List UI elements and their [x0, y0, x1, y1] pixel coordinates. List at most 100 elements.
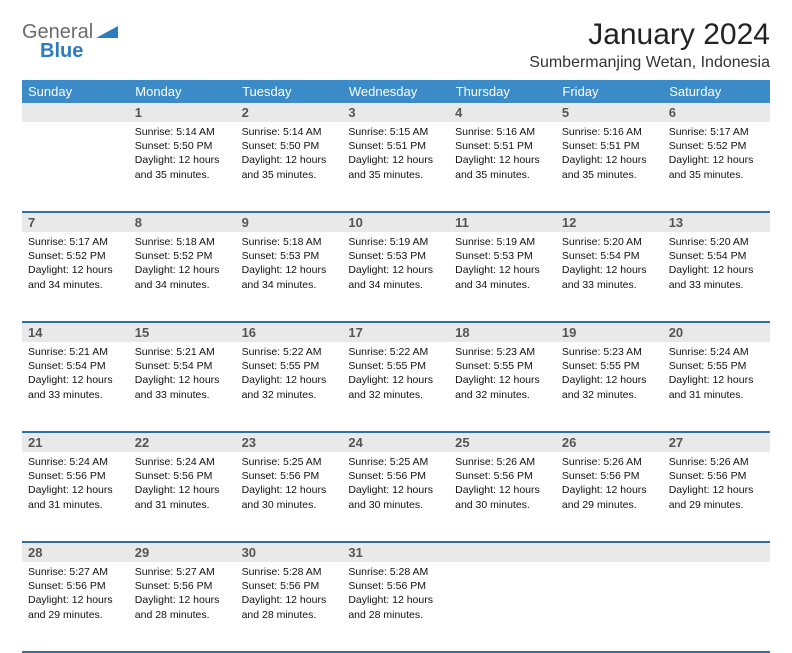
day-cell: Sunrise: 5:28 AMSunset: 5:56 PMDaylight:… [236, 562, 343, 652]
header: General Blue January 2024 Sumbermanjing … [22, 18, 770, 72]
day-cell: Sunrise: 5:28 AMSunset: 5:56 PMDaylight:… [342, 562, 449, 652]
day-cell: Sunrise: 5:14 AMSunset: 5:50 PMDaylight:… [129, 122, 236, 212]
day-cell: Sunrise: 5:23 AMSunset: 5:55 PMDaylight:… [556, 342, 663, 432]
logo-text-general: General [22, 22, 93, 42]
day-number: 5 [556, 103, 663, 122]
day-cell: Sunrise: 5:16 AMSunset: 5:51 PMDaylight:… [556, 122, 663, 212]
day-number-row: 123456 [22, 103, 770, 122]
logo-triangle-icon [96, 22, 118, 43]
day-number [449, 542, 556, 562]
day-details: Sunrise: 5:24 AMSunset: 5:56 PMDaylight:… [129, 452, 236, 518]
week-row: Sunrise: 5:17 AMSunset: 5:52 PMDaylight:… [22, 232, 770, 322]
day-number: 17 [342, 322, 449, 342]
day-cell: Sunrise: 5:20 AMSunset: 5:54 PMDaylight:… [556, 232, 663, 322]
day-cell: Sunrise: 5:20 AMSunset: 5:54 PMDaylight:… [663, 232, 770, 322]
day-number: 19 [556, 322, 663, 342]
week-row: Sunrise: 5:27 AMSunset: 5:56 PMDaylight:… [22, 562, 770, 652]
day-number: 18 [449, 322, 556, 342]
day-details: Sunrise: 5:27 AMSunset: 5:56 PMDaylight:… [129, 562, 236, 628]
day-number: 20 [663, 322, 770, 342]
weekday-header: Saturday [663, 80, 770, 103]
day-number: 9 [236, 212, 343, 232]
day-cell: Sunrise: 5:22 AMSunset: 5:55 PMDaylight:… [342, 342, 449, 432]
day-cell: Sunrise: 5:16 AMSunset: 5:51 PMDaylight:… [449, 122, 556, 212]
day-details: Sunrise: 5:16 AMSunset: 5:51 PMDaylight:… [449, 122, 556, 188]
weekday-header: Thursday [449, 80, 556, 103]
day-number [663, 542, 770, 562]
day-details: Sunrise: 5:20 AMSunset: 5:54 PMDaylight:… [556, 232, 663, 298]
day-cell: Sunrise: 5:15 AMSunset: 5:51 PMDaylight:… [342, 122, 449, 212]
day-cell: Sunrise: 5:14 AMSunset: 5:50 PMDaylight:… [236, 122, 343, 212]
weekday-header: Monday [129, 80, 236, 103]
day-cell: Sunrise: 5:24 AMSunset: 5:56 PMDaylight:… [22, 452, 129, 542]
logo-text-blue: Blue [40, 41, 83, 61]
day-details: Sunrise: 5:23 AMSunset: 5:55 PMDaylight:… [556, 342, 663, 408]
calendar-header-row: SundayMondayTuesdayWednesdayThursdayFrid… [22, 80, 770, 103]
page-title: January 2024 [529, 18, 770, 52]
weekday-header: Wednesday [342, 80, 449, 103]
day-number: 11 [449, 212, 556, 232]
day-cell: Sunrise: 5:19 AMSunset: 5:53 PMDaylight:… [342, 232, 449, 322]
day-details: Sunrise: 5:26 AMSunset: 5:56 PMDaylight:… [663, 452, 770, 518]
day-number-row: 21222324252627 [22, 432, 770, 452]
day-number-row: 78910111213 [22, 212, 770, 232]
day-number: 23 [236, 432, 343, 452]
day-number: 6 [663, 103, 770, 122]
day-cell: Sunrise: 5:17 AMSunset: 5:52 PMDaylight:… [663, 122, 770, 212]
day-number: 21 [22, 432, 129, 452]
day-cell [22, 122, 129, 212]
day-details: Sunrise: 5:27 AMSunset: 5:56 PMDaylight:… [22, 562, 129, 628]
day-cell: Sunrise: 5:18 AMSunset: 5:52 PMDaylight:… [129, 232, 236, 322]
day-cell: Sunrise: 5:26 AMSunset: 5:56 PMDaylight:… [663, 452, 770, 542]
header-right: January 2024 Sumbermanjing Wetan, Indone… [529, 18, 770, 72]
day-cell: Sunrise: 5:27 AMSunset: 5:56 PMDaylight:… [22, 562, 129, 652]
day-number: 16 [236, 322, 343, 342]
day-details: Sunrise: 5:14 AMSunset: 5:50 PMDaylight:… [129, 122, 236, 188]
day-number: 10 [342, 212, 449, 232]
day-details: Sunrise: 5:28 AMSunset: 5:56 PMDaylight:… [236, 562, 343, 628]
day-details: Sunrise: 5:26 AMSunset: 5:56 PMDaylight:… [449, 452, 556, 518]
day-number: 12 [556, 212, 663, 232]
day-details: Sunrise: 5:25 AMSunset: 5:56 PMDaylight:… [342, 452, 449, 518]
day-cell: Sunrise: 5:24 AMSunset: 5:55 PMDaylight:… [663, 342, 770, 432]
day-cell: Sunrise: 5:27 AMSunset: 5:56 PMDaylight:… [129, 562, 236, 652]
day-cell: Sunrise: 5:21 AMSunset: 5:54 PMDaylight:… [22, 342, 129, 432]
day-details: Sunrise: 5:15 AMSunset: 5:51 PMDaylight:… [342, 122, 449, 188]
day-number: 13 [663, 212, 770, 232]
day-details: Sunrise: 5:19 AMSunset: 5:53 PMDaylight:… [449, 232, 556, 298]
day-number-row: 14151617181920 [22, 322, 770, 342]
day-details: Sunrise: 5:28 AMSunset: 5:56 PMDaylight:… [342, 562, 449, 628]
day-details: Sunrise: 5:24 AMSunset: 5:55 PMDaylight:… [663, 342, 770, 408]
weekday-header: Friday [556, 80, 663, 103]
day-number: 31 [342, 542, 449, 562]
day-cell: Sunrise: 5:21 AMSunset: 5:54 PMDaylight:… [129, 342, 236, 432]
week-row: Sunrise: 5:21 AMSunset: 5:54 PMDaylight:… [22, 342, 770, 432]
day-cell: Sunrise: 5:26 AMSunset: 5:56 PMDaylight:… [556, 452, 663, 542]
day-number: 30 [236, 542, 343, 562]
day-number: 14 [22, 322, 129, 342]
day-cell: Sunrise: 5:19 AMSunset: 5:53 PMDaylight:… [449, 232, 556, 322]
day-details: Sunrise: 5:17 AMSunset: 5:52 PMDaylight:… [663, 122, 770, 188]
day-cell: Sunrise: 5:24 AMSunset: 5:56 PMDaylight:… [129, 452, 236, 542]
day-details: Sunrise: 5:16 AMSunset: 5:51 PMDaylight:… [556, 122, 663, 188]
day-number: 15 [129, 322, 236, 342]
day-details: Sunrise: 5:14 AMSunset: 5:50 PMDaylight:… [236, 122, 343, 188]
day-cell [663, 562, 770, 652]
day-details: Sunrise: 5:25 AMSunset: 5:56 PMDaylight:… [236, 452, 343, 518]
day-number [22, 103, 129, 122]
day-details: Sunrise: 5:18 AMSunset: 5:52 PMDaylight:… [129, 232, 236, 298]
day-cell [449, 562, 556, 652]
day-details: Sunrise: 5:23 AMSunset: 5:55 PMDaylight:… [449, 342, 556, 408]
day-details: Sunrise: 5:17 AMSunset: 5:52 PMDaylight:… [22, 232, 129, 298]
day-number: 22 [129, 432, 236, 452]
day-cell: Sunrise: 5:17 AMSunset: 5:52 PMDaylight:… [22, 232, 129, 322]
day-details: Sunrise: 5:22 AMSunset: 5:55 PMDaylight:… [342, 342, 449, 408]
logo: General Blue [22, 18, 118, 62]
day-cell: Sunrise: 5:22 AMSunset: 5:55 PMDaylight:… [236, 342, 343, 432]
calendar-table: SundayMondayTuesdayWednesdayThursdayFrid… [22, 80, 770, 653]
day-details: Sunrise: 5:18 AMSunset: 5:53 PMDaylight:… [236, 232, 343, 298]
day-details: Sunrise: 5:24 AMSunset: 5:56 PMDaylight:… [22, 452, 129, 518]
weekday-header: Sunday [22, 80, 129, 103]
day-cell: Sunrise: 5:25 AMSunset: 5:56 PMDaylight:… [342, 452, 449, 542]
day-number: 24 [342, 432, 449, 452]
